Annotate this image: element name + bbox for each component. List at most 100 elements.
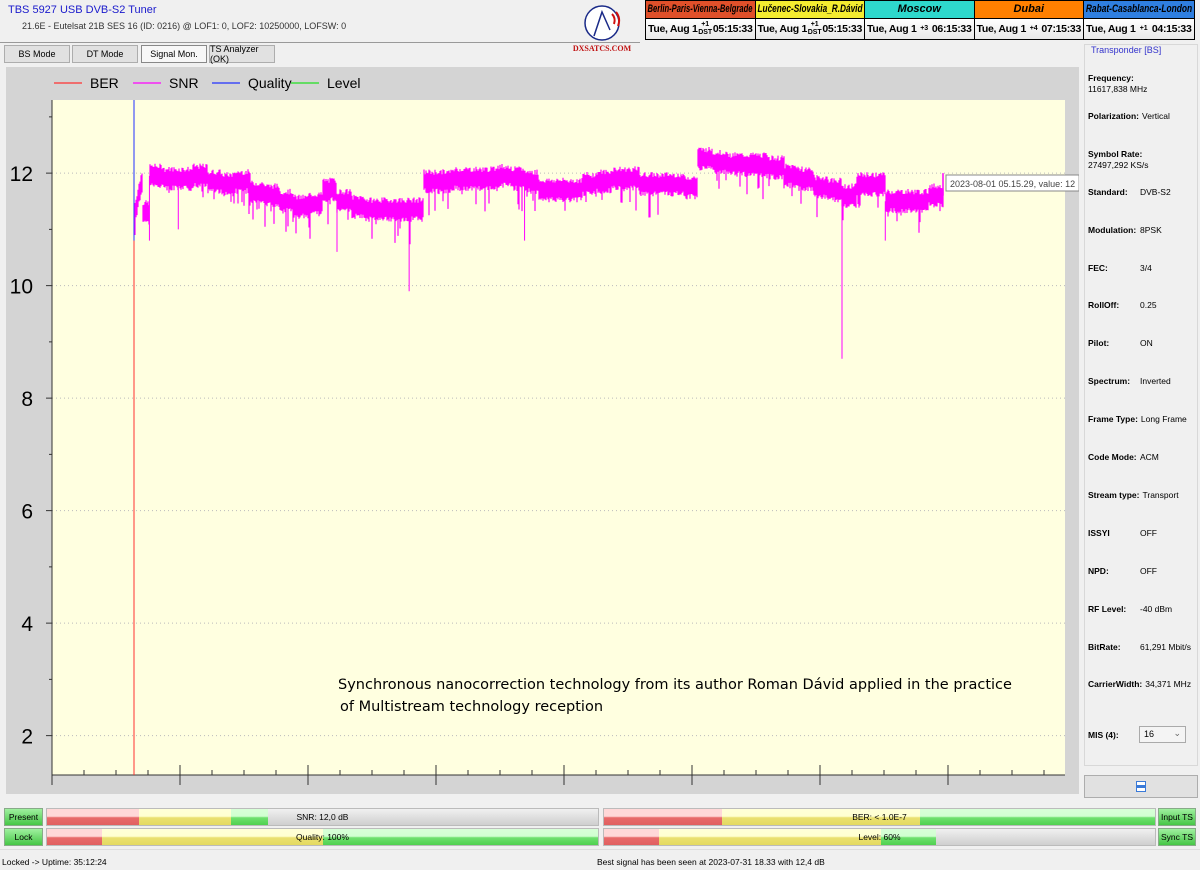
transponder-panel: [1084, 44, 1198, 766]
row-key: Modulation:: [1088, 224, 1137, 235]
row-key: BitRate:: [1088, 641, 1121, 652]
app-title: TBS 5927 USB DVB-S2 Tuner: [8, 4, 157, 16]
clock-dst: DST: [807, 29, 822, 36]
tab-bs-mode[interactable]: BS Mode: [4, 45, 70, 63]
clock-3: Dubai Tue, Aug 1 +4 07:15:33: [974, 1, 1084, 39]
dxsatcs-logo: DXSATCS.COM: [573, 5, 632, 53]
clock-4: Rabat-Casablanca-London Tue, Aug 1 +1 04:1…: [1084, 1, 1194, 39]
quality-meter: Quality: 100%: [46, 828, 599, 846]
row-value: DVB-S2: [1140, 186, 1171, 197]
row-key: RF Level:: [1088, 603, 1127, 614]
transponder-row: Standard: DVB-S2: [1088, 187, 1196, 198]
clock-time: 04:15:33: [1151, 23, 1192, 35]
world-clocks: Berlin-Paris-Vienna-Belgrade Tue, Aug 1 +…: [645, 0, 1195, 40]
transponder-row: FEC: 3/4: [1088, 263, 1196, 274]
legend-label: BER: [90, 75, 119, 91]
best-signal-status: Best signal has been seen at 2023-07-31 …: [597, 857, 825, 867]
transponder-row: NPD: OFF: [1088, 566, 1196, 577]
snr-meter: SNR: 12,0 dB: [46, 808, 599, 826]
row-key: CarrierWidth:: [1088, 679, 1143, 690]
clock-city: Lučenec-Slovakia_R.Dávid: [757, 3, 863, 15]
row-key: Pilot:: [1088, 338, 1110, 349]
legend-label: SNR: [169, 75, 199, 91]
chevron-down-icon: ⌄: [1173, 728, 1181, 738]
row-key: Symbol Rate:: [1088, 148, 1143, 159]
divider: [0, 849, 1200, 850]
divider: [0, 42, 640, 43]
y-tick-label: 8: [21, 388, 33, 411]
row-value: 27497,292 KS/s: [1088, 159, 1149, 170]
clock-offset: +1: [701, 21, 710, 28]
row-key: Code Mode:: [1088, 452, 1137, 462]
transponder-row: Pilot: ON: [1088, 338, 1196, 349]
mis-label: MIS (4):: [1088, 730, 1119, 740]
row-value: 8PSK: [1140, 224, 1162, 235]
clock-date: Tue, Aug 1: [757, 23, 808, 35]
clock-time: 05:15:33: [822, 23, 862, 35]
row-key: Polarization:: [1088, 110, 1140, 121]
tooltip-text: 2023-08-01 05.15.29, value: 12: [950, 179, 1075, 189]
clock-date: Tue, Aug 1: [1086, 23, 1136, 35]
clock-city: Dubai: [1013, 3, 1045, 15]
clock-city: Rabat-Casablanca-London: [1085, 3, 1192, 15]
row-key: Standard:: [1088, 186, 1128, 197]
row-key: Stream type:: [1088, 489, 1140, 500]
clock-time: 06:15:33: [931, 23, 972, 35]
row-value: 0.25: [1140, 300, 1157, 311]
row-value: Inverted: [1140, 376, 1171, 387]
signal-chart: BER SNR Quality Level 2 4 6 8 10 12 2023-08-01 05.…: [10, 75, 1080, 785]
clock-time: 07:15:33: [1041, 23, 1081, 35]
row-key: RollOff:: [1088, 300, 1120, 311]
y-tick-label: 10: [10, 276, 33, 299]
uptime-status: Locked -> Uptime: 35:12:24: [2, 857, 107, 867]
legend-label: Quality: [248, 75, 292, 91]
snr-meter-label: SNR: 12,0 dB: [296, 812, 349, 822]
clock-offset: +4: [1029, 25, 1038, 32]
clock-city: Berlin-Paris-Vienna-Belgrade: [647, 3, 753, 15]
row-value: 34,371 MHz: [1145, 679, 1192, 690]
clock-offset: +1: [1139, 25, 1148, 32]
row-key: Spectrum:: [1088, 376, 1131, 387]
row-key: NPD:: [1088, 565, 1109, 576]
tab-signal-mon[interactable]: Signal Mon.: [141, 45, 207, 63]
transponder-row: ISSYI OFF: [1088, 528, 1196, 539]
row-value: Vertical: [1142, 110, 1170, 121]
row-value: 61,291 Mbit/s: [1140, 641, 1192, 652]
transponder-title: Transponder [BS]: [1090, 45, 1163, 55]
tab-dt-mode[interactable]: DT Mode: [72, 45, 138, 63]
row-value: ACM: [1140, 452, 1159, 462]
y-tick-label: 6: [21, 501, 33, 524]
clock-0: Berlin-Paris-Vienna-Belgrade Tue, Aug 1 +…: [646, 1, 756, 39]
y-tick-label: 4: [21, 613, 33, 636]
clock-time: 05:15:33: [712, 23, 753, 35]
clock-offset: +1: [810, 21, 819, 28]
transponder-row: Polarization: Vertical: [1088, 111, 1196, 122]
ber-meter-label: BER: < 1.0E-7: [852, 812, 907, 822]
row-value: ON: [1140, 338, 1153, 349]
signal-chart-panel: BER SNR Quality Level 2 4 6 8 10 12 2023-08-01 05.…: [6, 67, 1080, 794]
transponder-row: Stream type: Transport: [1088, 490, 1196, 501]
svg-text:DXSATCS.COM: DXSATCS.COM: [573, 44, 632, 53]
row-key: ISSYI: [1088, 527, 1110, 538]
mis-value: 16: [1144, 729, 1155, 739]
clock-date: Tue, Aug 1: [976, 23, 1027, 35]
transponder-row: RollOff: 0.25: [1088, 300, 1196, 311]
row-value: OFF: [1140, 565, 1157, 576]
y-tick-label: 12: [10, 163, 33, 186]
clock-date: Tue, Aug 1: [648, 23, 698, 35]
tab-ts-analyzer[interactable]: TS Analyzer (OK): [209, 44, 275, 64]
clock-dst: DST: [698, 29, 713, 36]
mis-row: MIS (4):: [1088, 730, 1138, 741]
row-key: Frame Type:: [1088, 414, 1138, 425]
panel-toggle-button[interactable]: [1084, 775, 1198, 798]
row-key: FEC:: [1088, 262, 1108, 273]
mis-select[interactable]: 16 ⌄: [1139, 726, 1186, 743]
snr-series: [134, 147, 944, 245]
clock-date: Tue, Aug 1: [867, 23, 917, 35]
lock-indicator: Lock: [4, 828, 43, 846]
annotation-text: Synchronous nanocorrection technology fr…: [338, 677, 1012, 693]
level-meter-label: Level: 60%: [858, 832, 901, 842]
legend-label: Level: [327, 75, 360, 91]
row-value: OFF: [1140, 527, 1157, 538]
clock-1: Lučenec-Slovakia_R.Dávid Tue, Aug 1 +1 DST…: [755, 1, 865, 39]
